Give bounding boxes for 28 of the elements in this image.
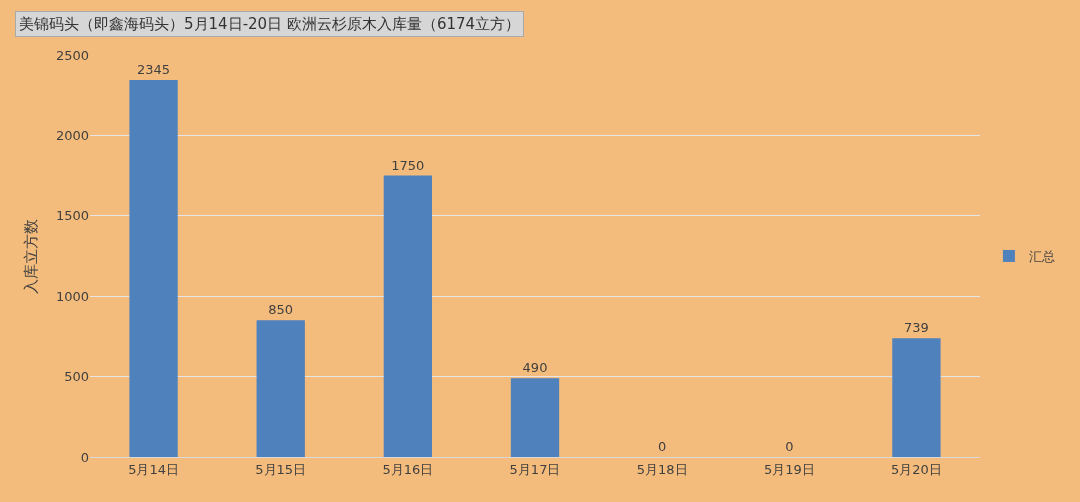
y-axis-title: 入库立方数 bbox=[22, 218, 41, 294]
x-tick-label: 5月15日 bbox=[255, 461, 307, 477]
y-tick-label: 1500 bbox=[55, 208, 89, 224]
legend-label: 汇总 bbox=[1028, 249, 1055, 265]
bar bbox=[510, 378, 560, 457]
y-tick-label: 500 bbox=[64, 369, 89, 385]
x-tick-label: 5月19日 bbox=[763, 461, 815, 477]
data-label: 490 bbox=[522, 360, 548, 376]
x-tick-label: 5月14日 bbox=[128, 461, 179, 477]
x-tick-label: 5月17日 bbox=[509, 461, 561, 477]
chart-title: 美锦码头（即鑫海码头）5月14日-20日 欧洲云杉原木入库量（6174立方） bbox=[19, 15, 521, 33]
y-tick-label: 0 bbox=[80, 449, 89, 465]
data-label: 739 bbox=[904, 320, 929, 336]
x-tick-label: 5月20日 bbox=[891, 461, 942, 477]
bar bbox=[892, 338, 941, 457]
x-tick-label: 5月18日 bbox=[636, 461, 688, 477]
bar bbox=[129, 79, 178, 457]
y-tick-label: 1000 bbox=[55, 288, 89, 304]
data-label: 2345 bbox=[137, 61, 171, 77]
data-label: 0 bbox=[785, 439, 794, 454]
y-tick-label: 2000 bbox=[55, 127, 89, 143]
x-tick-label: 5月16日 bbox=[382, 461, 434, 477]
y-tick-label: 2500 bbox=[55, 47, 89, 63]
bar bbox=[256, 320, 305, 457]
data-label: 0 bbox=[658, 439, 667, 454]
bar bbox=[383, 175, 433, 457]
data-label: 1750 bbox=[391, 157, 425, 173]
data-label: 850 bbox=[268, 302, 294, 318]
